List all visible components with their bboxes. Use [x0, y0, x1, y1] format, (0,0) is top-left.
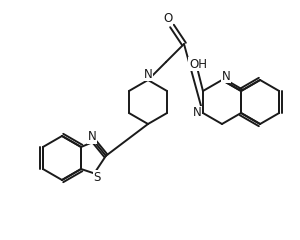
Text: O: O — [164, 12, 172, 25]
Text: OH: OH — [189, 58, 207, 71]
Text: N: N — [222, 70, 230, 83]
Text: N: N — [193, 107, 201, 120]
Text: N: N — [88, 130, 97, 143]
Text: N: N — [144, 67, 152, 80]
Text: S: S — [94, 171, 101, 184]
